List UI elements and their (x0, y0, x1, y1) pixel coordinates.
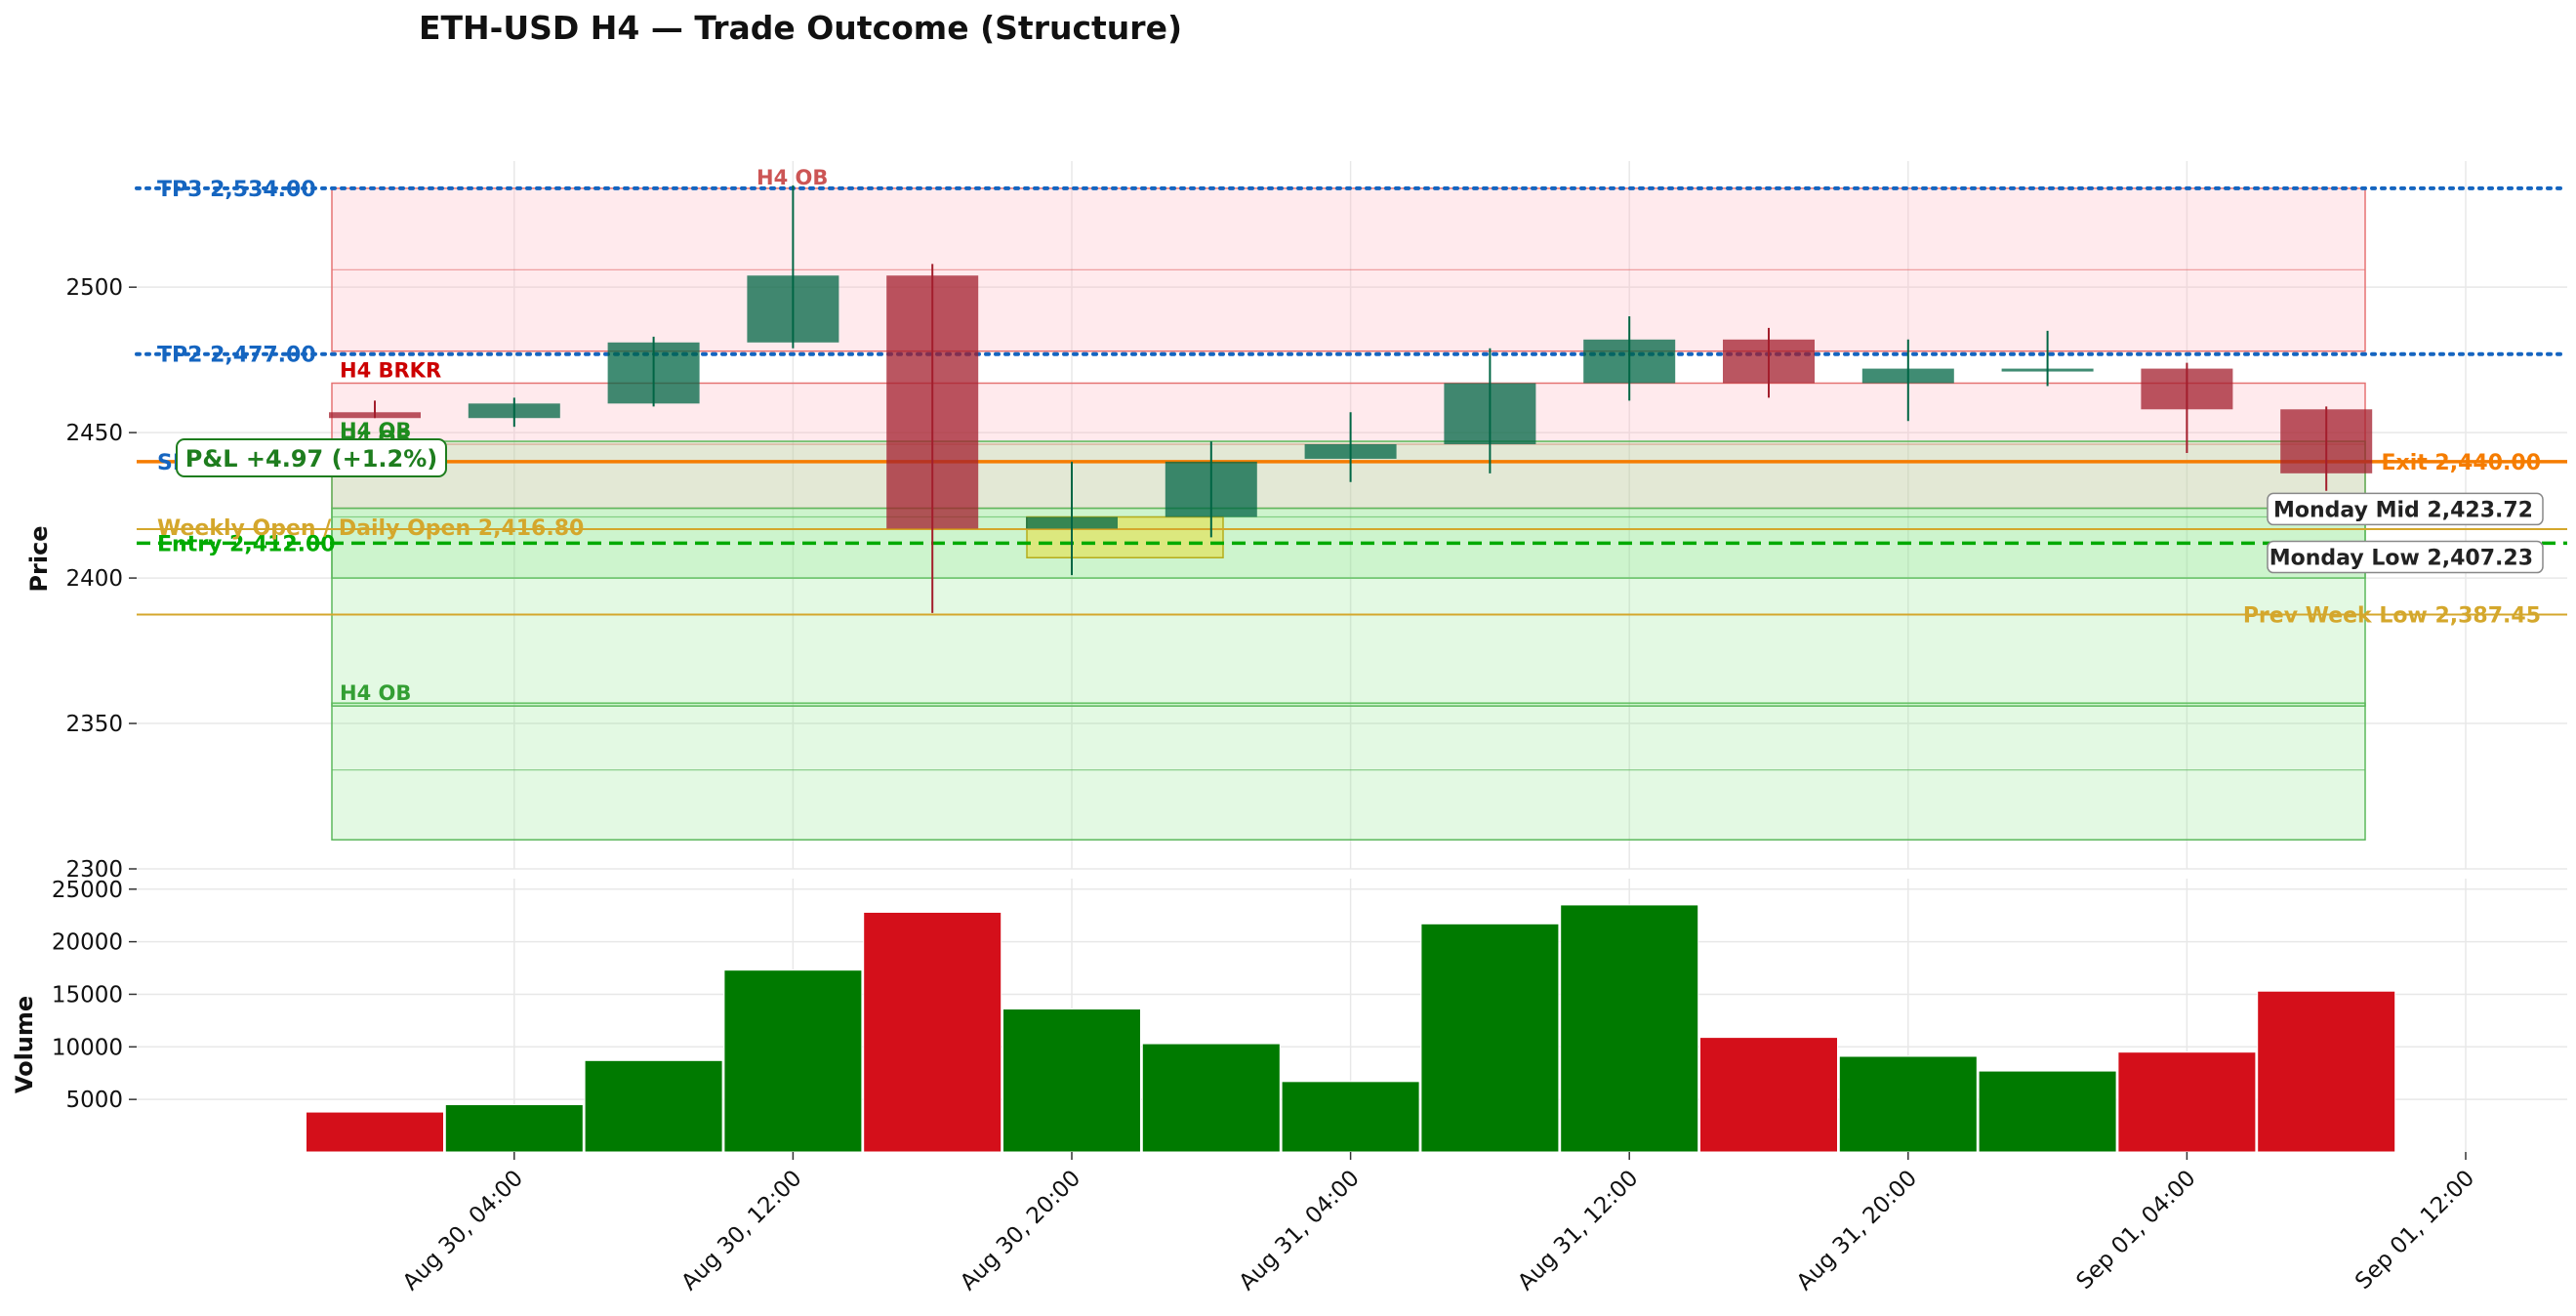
candle-body (2141, 368, 2233, 410)
monday-low-label: Monday Low 2,407.23 (2269, 547, 2533, 571)
volume-bar (1281, 1081, 1420, 1153)
volume-bar (1978, 1070, 2117, 1153)
zone-label: H4 OB (340, 681, 411, 705)
candle-body (1026, 516, 1118, 529)
zone-bullish (331, 702, 2366, 841)
zone-bullish (331, 440, 2366, 579)
x-tick-label: Aug 31, 04:00 (1235, 1166, 1365, 1295)
candle-body (329, 412, 421, 419)
volume-bar (584, 1059, 723, 1153)
candle-body (468, 403, 560, 419)
volume-bar (444, 1104, 584, 1153)
volume-axis-label: Volume (11, 996, 38, 1093)
price-axis-label: Price (25, 525, 53, 592)
x-tick-label: Sep 01, 12:00 (2351, 1166, 2479, 1295)
entry-label: Entry 2,412.00 (157, 532, 336, 556)
candle-body (1304, 444, 1397, 459)
candle-body (747, 275, 839, 343)
volume-bar (1838, 1055, 1978, 1153)
candle-body (1444, 383, 1536, 445)
candle-body (1723, 339, 1815, 384)
volume-bar (1420, 923, 1560, 1153)
x-tick-label: Sep 01, 04:00 (2072, 1166, 2201, 1295)
volume-tick-label: 20000 (52, 930, 123, 956)
candle-body (1861, 368, 1954, 384)
volume-tick-label: 15000 (52, 982, 123, 1008)
volume-bar (306, 1111, 444, 1153)
volume-bar (1560, 904, 1699, 1153)
volume-bar (2257, 990, 2396, 1153)
x-tick-label: Aug 30, 04:00 (398, 1166, 528, 1295)
zone-label: H4 OB (756, 166, 828, 189)
candle-body (1165, 461, 1257, 517)
volume-bar (723, 969, 863, 1153)
x-tick-label: Aug 30, 20:00 (956, 1166, 1085, 1295)
candle-body (886, 275, 979, 529)
zone-label: H4 BRKR (340, 358, 441, 382)
monday-mid-label: Monday Mid 2,423.72 (2273, 498, 2533, 522)
pnl-box (176, 438, 447, 477)
pnl-label: P&L +4.97 (+1.2%) (185, 445, 437, 473)
volume-tick-label: 10000 (52, 1035, 123, 1060)
chart-title: ETH-USD H4 — Trade Outcome (Structure) (419, 9, 1182, 47)
x-tick-label: Aug 31, 12:00 (1513, 1166, 1643, 1295)
x-tick-label: Aug 31, 20:00 (1792, 1166, 1922, 1295)
volume-tick-label: 25000 (52, 878, 123, 903)
x-tick-label: Aug 30, 12:00 (676, 1166, 806, 1295)
volume-tick-label: 5000 (65, 1088, 123, 1113)
price-tick-label: 2500 (65, 275, 123, 301)
monday-box (2267, 540, 2544, 574)
volume-bar (863, 911, 1002, 1153)
volume-bar (1699, 1037, 1838, 1153)
monday-box (2267, 492, 2544, 526)
volume-bar (1002, 1008, 1141, 1153)
price-tick-label: 2450 (65, 421, 123, 446)
weekly-open-label: Weekly Open / Daily Open 2,416.80 (157, 516, 584, 541)
prev-week-low-label: Prev Week Low 2,387.45 (2243, 603, 2541, 628)
candle-body (607, 342, 700, 404)
volume-bar (1141, 1043, 1281, 1153)
candle-body (2001, 368, 2094, 372)
price-tick-label: 2400 (65, 566, 123, 592)
price-tick-label: 2350 (65, 712, 123, 737)
volume-bar (2117, 1051, 2257, 1153)
zone-bullish (331, 507, 2366, 707)
candle-body (1583, 339, 1676, 384)
exit-label: Exit 2,440.00 (2382, 451, 2542, 475)
tp2-label: TP2 2,477.00 (157, 344, 316, 368)
tp3-label: TP3 2,534.00 (157, 178, 316, 202)
price-tick-label: 2300 (65, 857, 123, 883)
candle-body (2280, 409, 2373, 473)
